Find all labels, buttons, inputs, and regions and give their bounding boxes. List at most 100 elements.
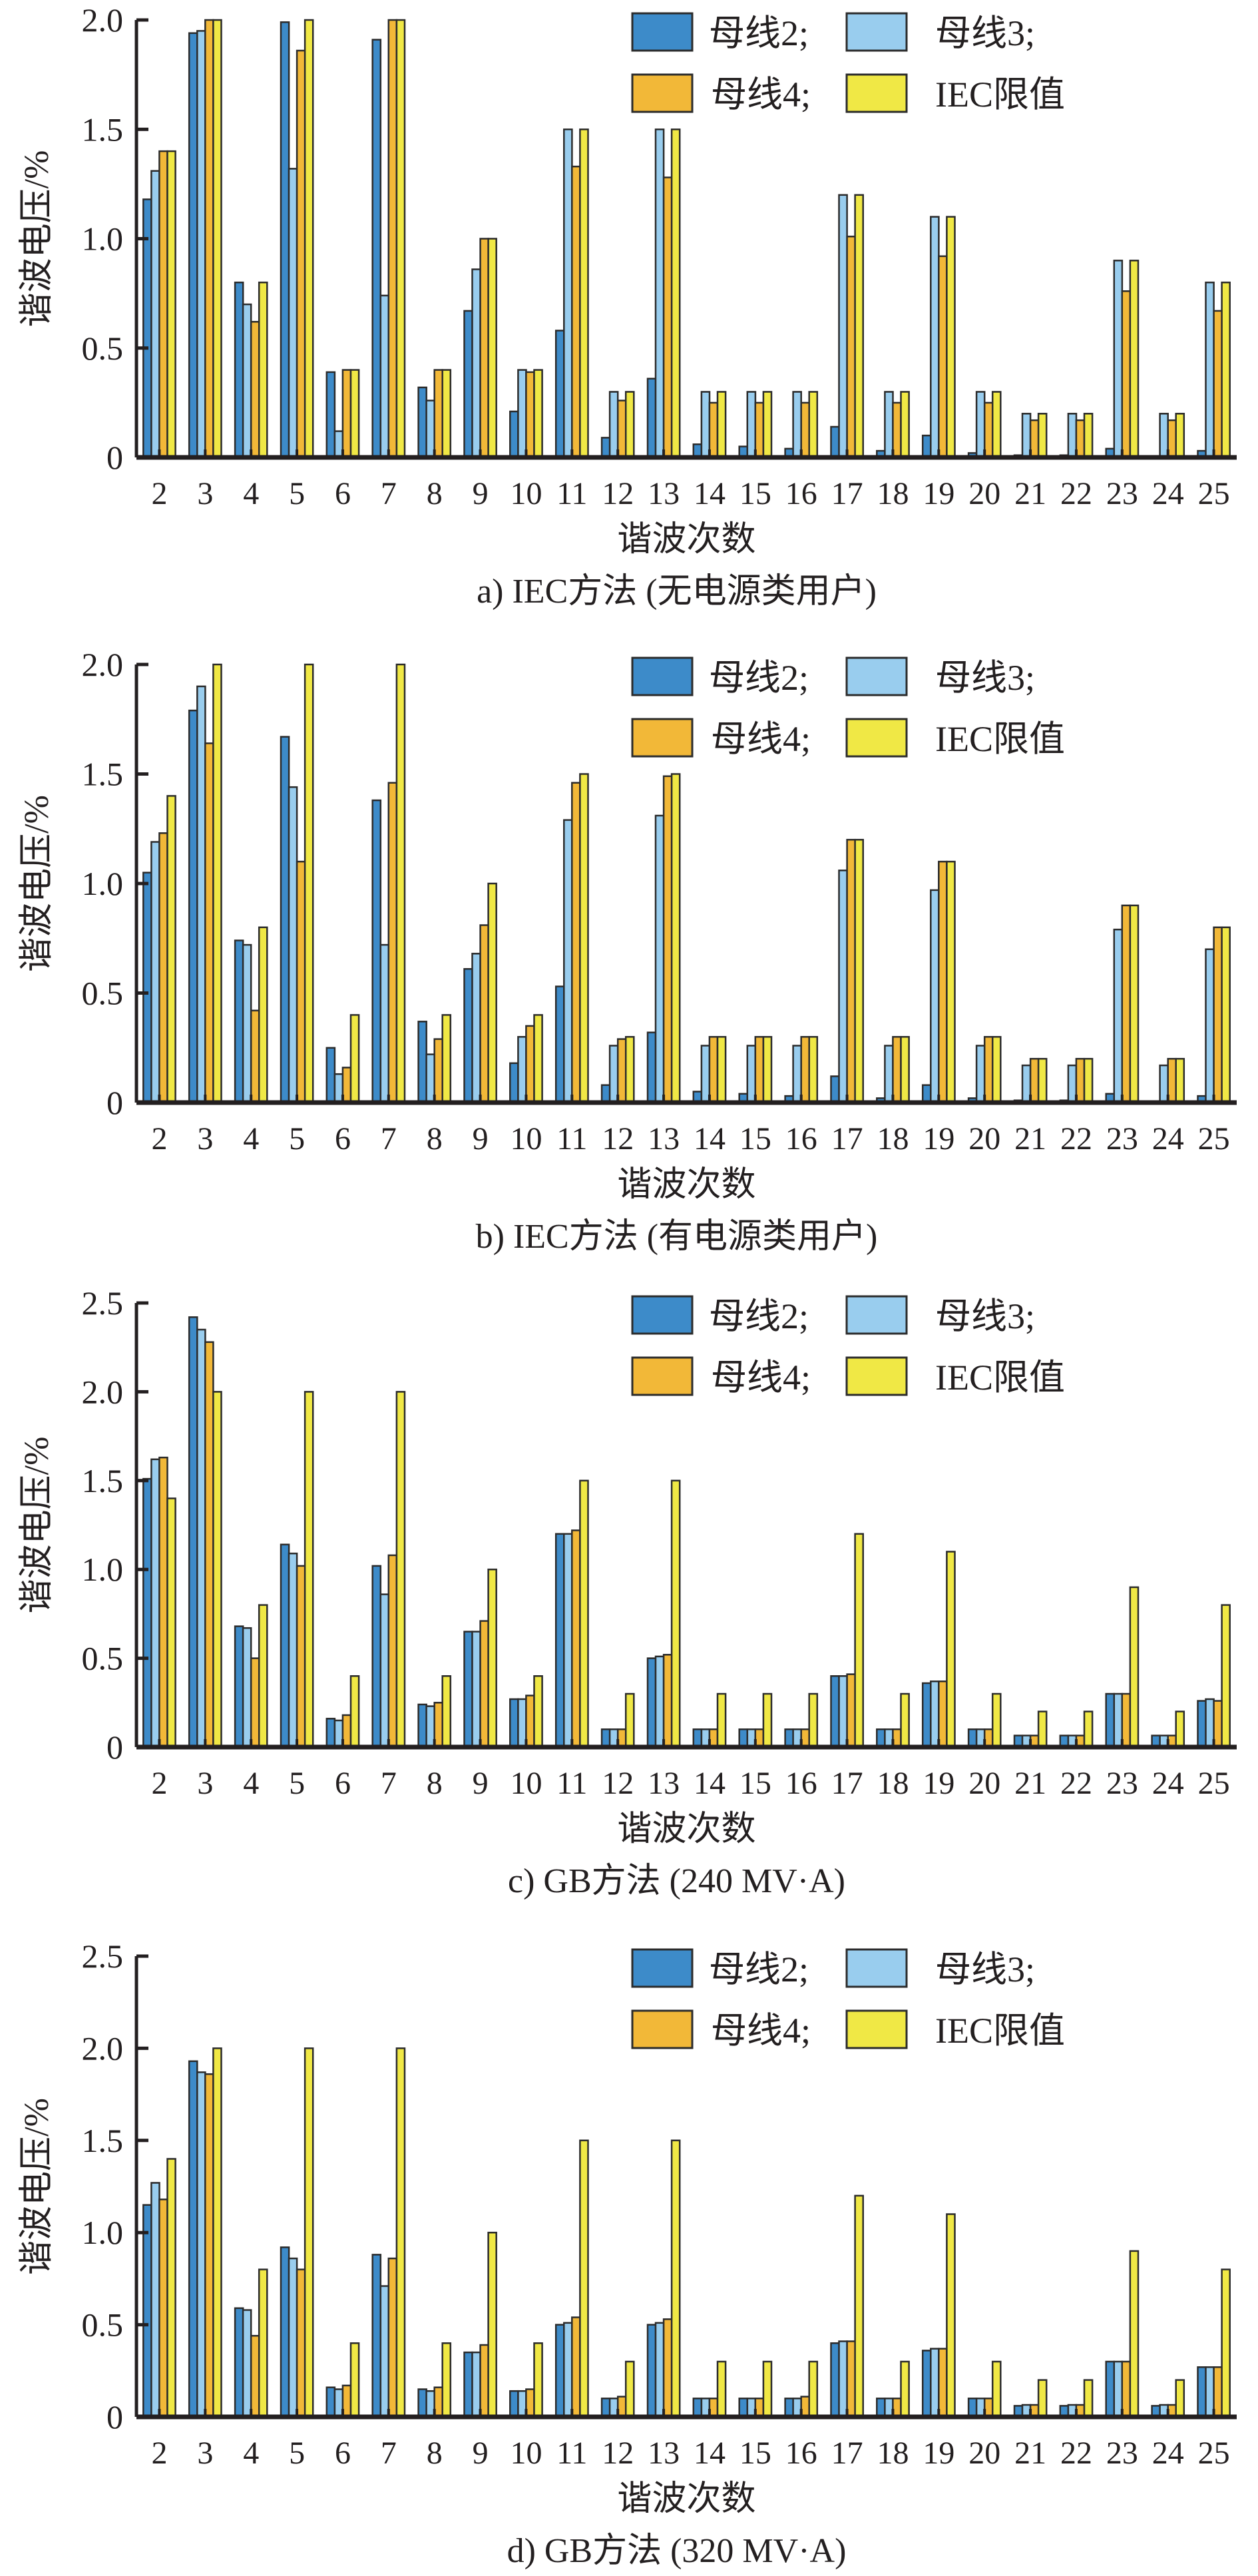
bar-a-23-series3 (1121, 290, 1132, 459)
legend-label-2: 母线3; (935, 1949, 1035, 1989)
x-tick-label: 22 (1060, 2436, 1092, 2471)
bar-b-18-series3 (892, 1036, 902, 1104)
y-tick-label: 1.0 (82, 2214, 124, 2251)
legend-swatch-2 (845, 1948, 908, 1988)
legend-label-2: 母线3; (935, 13, 1035, 53)
x-tick-label: 8 (427, 1766, 443, 1801)
y-tick-label: 0 (106, 1728, 123, 1766)
bar-a-18-series4 (900, 391, 910, 459)
bar-d-20-series1 (967, 2398, 978, 2418)
legend-swatch-3 (631, 1356, 694, 1396)
bar-d-12-series1 (600, 2398, 611, 2418)
x-tick-label: 8 (427, 1121, 443, 1157)
y-tick-label: 1.0 (82, 1551, 124, 1588)
bar-b-11-series1 (554, 985, 565, 1104)
x-axis-label: 谐波次数 (617, 1810, 755, 1848)
bar-d-19-series1 (921, 2350, 932, 2418)
bar-a-22-series4 (1083, 413, 1094, 459)
bar-a-15-series2 (746, 391, 757, 459)
bar-d-14-series4 (716, 2360, 727, 2418)
bar-a-13-series3 (662, 176, 673, 459)
bar-d-10-series4 (533, 2342, 543, 2418)
bar-c-4-series3 (250, 1657, 260, 1748)
chart-panel-b: 2 3 4 5 6 7 8 9 10 11 12 13 14 15 16 17 18 19 20 21 22 23 24 25… (0, 643, 1258, 1288)
legend-label-3: 母线4; (711, 75, 811, 115)
x-tick-label: 5 (289, 476, 305, 511)
y-tick-label: 1.0 (82, 865, 124, 902)
y-axis-label: 谐波电压/% (18, 2098, 56, 2275)
x-tick-label: 20 (968, 1766, 1000, 1801)
bar-c-17-series2 (838, 1675, 848, 1748)
bar-d-12-series4 (624, 2360, 635, 2418)
bar-c-3-series4 (212, 1391, 222, 1748)
bar-b-19-series2 (930, 889, 940, 1104)
x-tick-label: 24 (1152, 1121, 1184, 1157)
bar-a-17-series3 (846, 235, 856, 459)
bar-d-4-series3 (250, 2334, 260, 2418)
bar-b-16-series3 (800, 1036, 811, 1104)
x-tick-label: 24 (1152, 1766, 1184, 1801)
legend-swatch-3 (631, 2009, 694, 2049)
x-tick-label: 9 (473, 1121, 489, 1157)
bar-b-4-series1 (234, 939, 244, 1104)
bar-b-11-series2 (563, 819, 573, 1104)
bar-c-25-series1 (1197, 1700, 1207, 1748)
y-tick-label: 0.5 (82, 330, 124, 367)
bar-a-15-series4 (762, 391, 773, 459)
bar-d-17-series1 (830, 2342, 840, 2418)
bar-d-10-series1 (509, 2390, 519, 2418)
bar-d-9-series3 (479, 2344, 489, 2418)
x-tick-label: 20 (968, 1121, 1000, 1157)
bar-d-13-series3 (662, 2318, 673, 2418)
legend-swatch-2 (845, 1295, 908, 1335)
bar-b-5-series4 (304, 663, 314, 1104)
bar-a-3-series1 (188, 32, 198, 459)
bar-a-10-series3 (525, 371, 535, 459)
chart-caption: c) GB方法 (240 MV·A) (508, 1862, 845, 1900)
bar-b-2-series3 (158, 832, 168, 1104)
x-tick-label: 15 (739, 1766, 771, 1801)
legend-swatch-4 (845, 1356, 908, 1396)
bar-d-7-series1 (371, 2254, 382, 2418)
legend-label-1: 母线2; (709, 13, 809, 53)
chart-panel-d: 2 3 4 5 6 7 8 9 10 11 12 13 14 15 16 17 18 19 20 21 22 23 24 25… (0, 1934, 1258, 2576)
x-tick-label: 12 (602, 1766, 634, 1801)
bar-d-6-series1 (325, 2386, 336, 2418)
x-tick-label: 4 (243, 476, 259, 511)
chart-c-svg: 2 3 4 5 6 7 8 9 10 11 12 13 14 15 16 17 18 19 20 21 22 23 24 25… (18, 1288, 1237, 1900)
bar-b-15-series3 (754, 1036, 765, 1104)
chart-caption: a) IEC方法 (无电源类用户) (477, 573, 877, 611)
chart-panel-a: 2 3 4 5 6 7 8 9 10 11 12 13 14 15 16 17 18 19 20 21 22 23 24 25… (0, 0, 1258, 643)
bars-group (142, 2047, 1231, 2418)
legend-label-3: 母线4; (711, 1358, 811, 1398)
legend-label-3: 母线4; (711, 719, 811, 759)
bar-b-21-series4 (1037, 1057, 1048, 1104)
y-axis-label: 谐波电压/% (18, 150, 56, 328)
bar-d-11-series1 (554, 2324, 565, 2418)
bar-c-13-series3 (662, 1654, 673, 1748)
bar-a-19-series1 (921, 434, 932, 459)
bar-d-18-series1 (876, 2398, 886, 2418)
bar-a-16-series2 (792, 391, 802, 459)
bar-d-5-series4 (304, 2047, 314, 2418)
x-tick-label: 21 (1014, 2436, 1046, 2471)
x-tick-label: 7 (381, 1766, 397, 1801)
bar-c-3-series2 (196, 1328, 206, 1748)
bar-a-5-series3 (296, 49, 306, 459)
bar-a-7-series2 (379, 294, 390, 459)
bar-a-9-series3 (479, 238, 489, 459)
bar-a-16-series4 (808, 391, 819, 459)
bar-c-11-series1 (554, 1533, 565, 1748)
bar-d-25-series1 (1197, 2366, 1207, 2418)
x-tick-label: 12 (602, 476, 634, 511)
bar-d-23-series4 (1129, 2250, 1140, 2418)
legend: 母线2; 母线3; 母线4; IEC限值 (631, 1948, 1065, 2051)
bar-b-11-series4 (579, 773, 589, 1104)
bar-b-10-series2 (517, 1036, 527, 1104)
bar-c-20-series4 (991, 1692, 1002, 1748)
bar-b-23-series4 (1129, 904, 1140, 1104)
x-tick-label: 3 (197, 1121, 213, 1157)
bar-d-7-series4 (395, 2047, 406, 2418)
x-tick-label: 10 (510, 1121, 542, 1157)
bar-a-8-series2 (425, 399, 435, 459)
